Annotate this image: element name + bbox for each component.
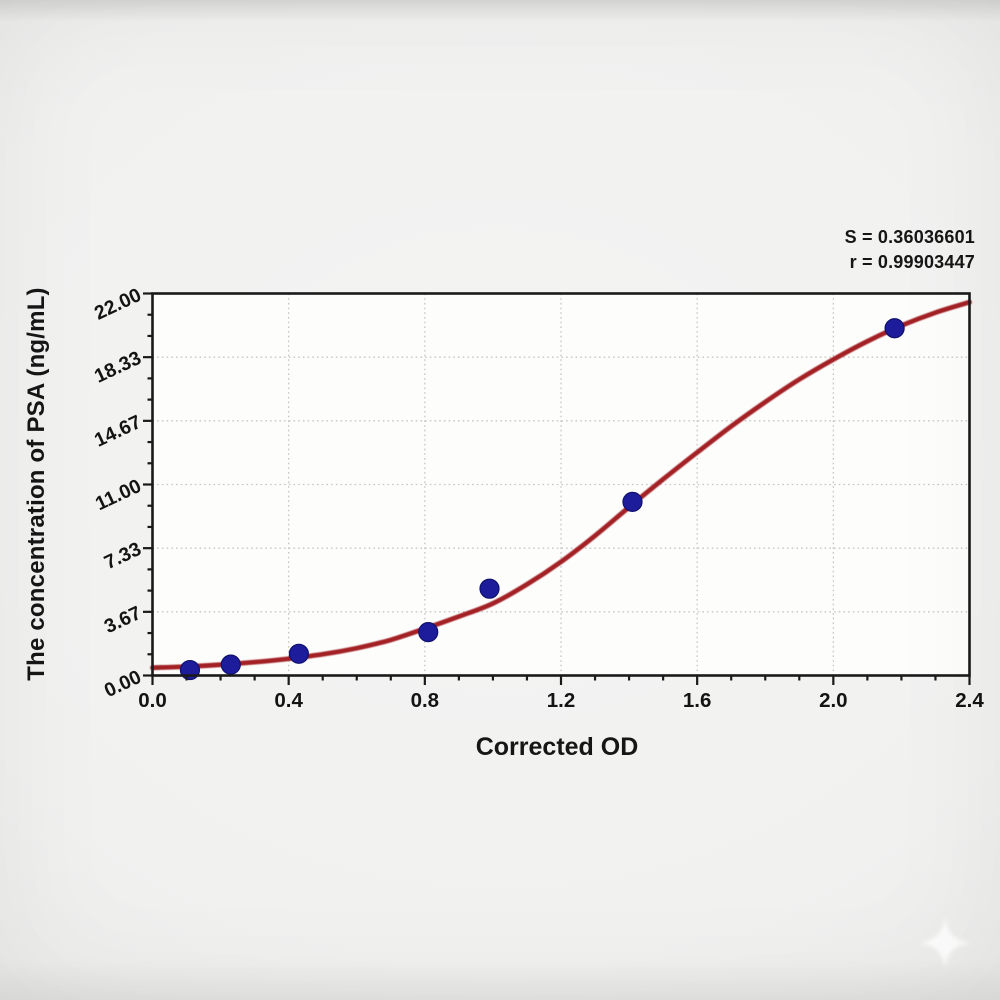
data-point [479, 578, 500, 599]
stat-s-value: S = 0.36036601 [844, 227, 975, 247]
x-tick-label: 0.8 [410, 689, 440, 712]
x-tick-label: 1.6 [682, 689, 712, 712]
four-point-star-shape [919, 917, 971, 969]
fitted-curve-line [150, 299, 972, 671]
x-axis-title: Corrected OD [475, 733, 639, 761]
x-tick-label: 0.0 [138, 689, 167, 712]
data-point [622, 491, 643, 512]
x-tick-label: 1.2 [546, 689, 576, 712]
stat-r-value: r = 0.99903447 [849, 252, 975, 272]
x-tick-label: 2.0 [819, 689, 848, 712]
data-point [220, 654, 241, 675]
data-point [418, 621, 439, 643]
x-tick-label: 2.4 [955, 689, 984, 712]
x-tick-label: 0.4 [274, 689, 303, 712]
sparkle-watermark-icon [919, 917, 971, 969]
y-axis-title: The concentration of PSA (ng/mL) [23, 287, 50, 681]
data-point [884, 318, 905, 339]
data-point [288, 643, 309, 664]
